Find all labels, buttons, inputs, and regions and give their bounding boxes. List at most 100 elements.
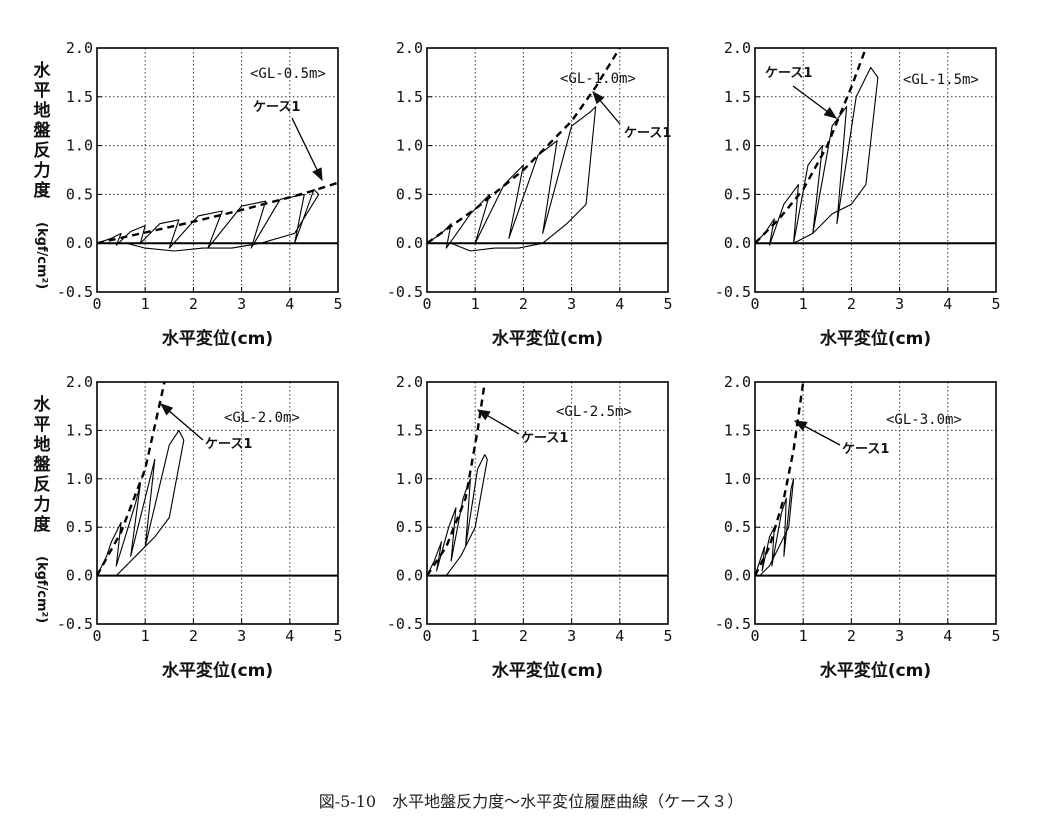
y-tick-label: 1.0 [66, 137, 93, 155]
case1-envelope-line [96, 181, 339, 245]
case1-envelope-line [95, 381, 166, 577]
depth-label: <GL-1.0m> [560, 71, 636, 87]
case-annotation: ケース1 [253, 100, 300, 115]
y-tick-label: 0.0 [66, 234, 93, 252]
plot-frame [96, 381, 339, 625]
case1-envelope-line [426, 47, 621, 245]
x-tick-label: 2 [189, 295, 198, 313]
x-tick-label: 0 [750, 295, 759, 313]
y-tick-label: 2.0 [396, 39, 423, 57]
plot-frame [96, 47, 339, 293]
y-tick-label: 1.5 [66, 88, 93, 106]
y-tick-label: 0.5 [724, 185, 751, 203]
x-axis-label: 水平変位(cm) [820, 660, 931, 681]
y-tick-label: 0.5 [66, 185, 93, 203]
y-tick-label: -0.5 [715, 283, 751, 301]
y-axis-unit: (kgf/cm²) [34, 222, 49, 289]
y-tick-label: 2.0 [724, 39, 751, 57]
x-tick-label: 3 [237, 627, 246, 645]
y-tick-label: 1.0 [724, 137, 751, 155]
annotation-arrow [792, 85, 838, 119]
hysteresis-curve [96, 188, 320, 252]
y-tick-label: 0.0 [66, 567, 93, 585]
annotation-arrow [291, 117, 323, 182]
x-tick-label: 4 [615, 627, 624, 645]
x-tick-label: 2 [519, 627, 528, 645]
chart-panel-4: 0 1 2 3 4 5 -0.5 0.0 0.5 1.0 1.5 2.0 <GL-2.0m> ケース1 水平… [34, 373, 343, 681]
chart-panel-5: 0 1 2 3 4 5 -0.5 0.0 0.5 1.0 1.5 2.0 <GL-2.5m> ケース1 水平… [387, 373, 673, 681]
x-tick-label: 0 [422, 295, 431, 313]
plot-frame [426, 47, 669, 293]
y-tick-label: 0.0 [396, 567, 423, 585]
x-tick-label: 1 [799, 295, 808, 313]
x-tick-label: 5 [333, 295, 342, 313]
y-tick-label: 0.0 [724, 234, 751, 252]
x-tick-label: 2 [847, 627, 856, 645]
x-tick-label: 1 [471, 627, 480, 645]
x-tick-label: 1 [141, 295, 150, 313]
x-tick-label: 1 [799, 627, 808, 645]
annotation-arrow [793, 420, 841, 446]
chart-panel-3: 0 1 2 3 4 5 -0.5 0.0 0.5 1.0 1.5 2.0 <GL-1.5m> ケース1 水平… [715, 39, 1001, 349]
x-tick-label: 0 [422, 627, 431, 645]
y-tick-label: 2.0 [66, 373, 93, 391]
y-tick-label: -0.5 [387, 283, 423, 301]
case-annotation: ケース1 [842, 442, 889, 457]
y-tick-label: 2.0 [724, 373, 751, 391]
x-tick-label: 5 [663, 295, 672, 313]
y-tick-label: 2.0 [396, 373, 423, 391]
y-axis-unit: (kgf/cm²) [34, 556, 49, 623]
annotation-arrow [476, 409, 520, 435]
hysteresis-curve [754, 66, 879, 246]
x-tick-label: 4 [285, 627, 294, 645]
figure-caption: 図-5-10 水平地盤反力度～水平変位履歴曲線（ケース３） [318, 792, 744, 811]
depth-label: <GL-2.0m> [224, 410, 300, 426]
x-axis-label: 水平変位(cm) [162, 660, 273, 681]
chart-panel-6: 0 1 2 3 4 5 -0.5 0.0 0.5 1.0 1.5 2.0 <GL-3.0m> ケース1 水平… [715, 373, 1001, 681]
y-tick-label: 0.0 [396, 234, 423, 252]
y-tick-label: 1.5 [724, 88, 751, 106]
hysteresis-curve [96, 429, 185, 576]
x-tick-label: 3 [895, 295, 904, 313]
chart-panel-1: 0 1 2 3 4 5 -0.5 0.0 0.5 1.0 1.5 2.0 <GL-0.5m> ケース1 水平… [34, 39, 343, 349]
x-tick-label: 5 [333, 627, 342, 645]
y-tick-label: 1.5 [724, 421, 751, 439]
x-tick-label: 2 [519, 295, 528, 313]
y-tick-label: 1.5 [396, 421, 423, 439]
x-tick-label: 3 [895, 627, 904, 645]
y-tick-label: -0.5 [387, 615, 423, 633]
depth-label: <GL-3.0m> [886, 412, 962, 428]
depth-label: <GL-1.5m> [903, 72, 979, 88]
y-tick-label: 0.5 [66, 518, 93, 536]
x-tick-label: 5 [991, 295, 1000, 313]
x-axis-label: 水平変位(cm) [492, 328, 603, 349]
y-tick-label: -0.5 [57, 615, 93, 633]
case-annotation: ケース1 [765, 66, 812, 81]
x-tick-label: 4 [615, 295, 624, 313]
y-tick-label: 0.5 [724, 518, 751, 536]
x-tick-label: 2 [847, 295, 856, 313]
y-tick-label: 1.0 [724, 470, 751, 488]
plot-frame [426, 381, 669, 625]
y-tick-label: -0.5 [715, 615, 751, 633]
case-annotation: ケース1 [205, 437, 252, 452]
y-tick-label: 1.0 [66, 470, 93, 488]
y-tick-label: 0.0 [724, 567, 751, 585]
x-axis-label: 水平変位(cm) [820, 328, 931, 349]
y-axis-label: 水平地盤反力度 [34, 60, 52, 201]
y-tick-label: 1.0 [396, 137, 423, 155]
case-annotation: ケース1 [521, 431, 568, 446]
plot-frame [754, 381, 997, 625]
x-tick-label: 0 [92, 627, 101, 645]
y-tick-label: 2.0 [66, 39, 93, 57]
y-axis-label: 水平地盤反力度 [34, 394, 52, 535]
x-tick-label: 3 [567, 295, 576, 313]
x-tick-label: 5 [663, 627, 672, 645]
annotation-arrow [592, 91, 621, 125]
x-tick-label: 2 [189, 627, 198, 645]
x-tick-label: 4 [943, 295, 952, 313]
y-tick-label: 1.0 [396, 470, 423, 488]
x-tick-label: 0 [92, 295, 101, 313]
hysteresis-curve [426, 106, 597, 252]
